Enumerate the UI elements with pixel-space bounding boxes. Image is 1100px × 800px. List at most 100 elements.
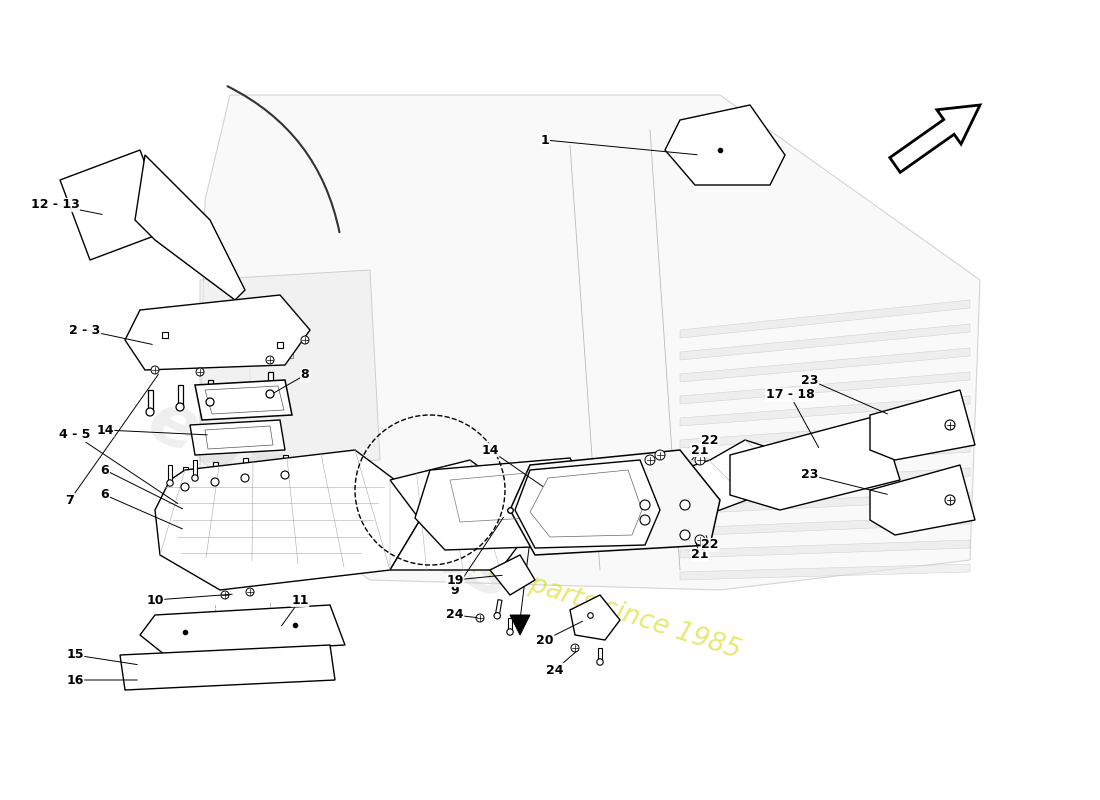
Circle shape bbox=[507, 629, 514, 635]
Text: 21: 21 bbox=[691, 549, 708, 562]
Text: 20: 20 bbox=[537, 634, 553, 646]
Text: 9: 9 bbox=[451, 583, 460, 597]
Polygon shape bbox=[208, 380, 212, 402]
Circle shape bbox=[654, 450, 666, 460]
Polygon shape bbox=[590, 440, 780, 545]
Circle shape bbox=[680, 530, 690, 540]
Polygon shape bbox=[510, 615, 530, 635]
Circle shape bbox=[680, 500, 690, 510]
Polygon shape bbox=[495, 600, 502, 616]
Circle shape bbox=[221, 591, 229, 599]
Polygon shape bbox=[120, 645, 336, 690]
Polygon shape bbox=[135, 155, 245, 300]
Circle shape bbox=[571, 644, 579, 652]
Text: 14: 14 bbox=[482, 443, 498, 457]
Polygon shape bbox=[390, 460, 530, 570]
Text: 16: 16 bbox=[66, 674, 84, 686]
Circle shape bbox=[597, 659, 603, 666]
Polygon shape bbox=[870, 390, 975, 460]
Polygon shape bbox=[680, 564, 970, 580]
Circle shape bbox=[640, 500, 650, 510]
Circle shape bbox=[206, 398, 214, 406]
Polygon shape bbox=[242, 458, 248, 478]
Polygon shape bbox=[212, 462, 218, 482]
Polygon shape bbox=[60, 150, 170, 260]
Polygon shape bbox=[570, 595, 620, 640]
Polygon shape bbox=[680, 420, 970, 448]
Circle shape bbox=[151, 366, 160, 374]
Circle shape bbox=[301, 336, 309, 344]
Polygon shape bbox=[183, 467, 187, 487]
Polygon shape bbox=[680, 348, 970, 382]
Circle shape bbox=[494, 613, 501, 619]
Polygon shape bbox=[680, 396, 970, 426]
Circle shape bbox=[945, 420, 955, 430]
Polygon shape bbox=[730, 415, 900, 510]
Polygon shape bbox=[140, 605, 345, 655]
Circle shape bbox=[945, 495, 955, 505]
Text: 10: 10 bbox=[146, 594, 164, 606]
Polygon shape bbox=[680, 540, 970, 558]
Polygon shape bbox=[177, 385, 183, 407]
Polygon shape bbox=[490, 555, 535, 595]
Circle shape bbox=[280, 471, 289, 479]
Polygon shape bbox=[680, 300, 970, 338]
Polygon shape bbox=[147, 390, 153, 412]
Polygon shape bbox=[267, 372, 273, 394]
Circle shape bbox=[695, 455, 705, 465]
Text: 8: 8 bbox=[300, 369, 309, 382]
Polygon shape bbox=[168, 465, 172, 483]
Circle shape bbox=[476, 614, 484, 622]
Circle shape bbox=[246, 588, 254, 596]
Text: 24: 24 bbox=[447, 609, 464, 622]
Text: 21: 21 bbox=[691, 443, 708, 457]
Text: 11: 11 bbox=[292, 594, 309, 606]
Circle shape bbox=[266, 390, 274, 398]
Polygon shape bbox=[680, 516, 970, 536]
Polygon shape bbox=[510, 450, 720, 555]
Text: 14: 14 bbox=[97, 423, 113, 437]
Polygon shape bbox=[415, 458, 600, 550]
Polygon shape bbox=[508, 618, 512, 632]
Polygon shape bbox=[283, 455, 287, 475]
Circle shape bbox=[176, 403, 184, 411]
Text: 23: 23 bbox=[801, 469, 818, 482]
Polygon shape bbox=[200, 270, 380, 470]
Polygon shape bbox=[195, 380, 292, 420]
Circle shape bbox=[196, 368, 204, 376]
Text: 1: 1 bbox=[540, 134, 549, 146]
Text: 7: 7 bbox=[66, 494, 75, 506]
Polygon shape bbox=[190, 420, 285, 455]
Polygon shape bbox=[155, 450, 420, 590]
Circle shape bbox=[211, 478, 219, 486]
Circle shape bbox=[645, 455, 654, 465]
Text: euroParts: euroParts bbox=[136, 385, 524, 615]
Polygon shape bbox=[680, 468, 970, 492]
Polygon shape bbox=[515, 460, 660, 548]
Polygon shape bbox=[598, 648, 602, 662]
Circle shape bbox=[695, 535, 705, 545]
Text: 24: 24 bbox=[547, 663, 563, 677]
Circle shape bbox=[146, 408, 154, 416]
Polygon shape bbox=[200, 95, 980, 590]
Text: 22: 22 bbox=[702, 538, 718, 551]
Polygon shape bbox=[680, 324, 970, 360]
Polygon shape bbox=[125, 295, 310, 370]
Polygon shape bbox=[666, 105, 785, 185]
Polygon shape bbox=[680, 444, 970, 470]
Circle shape bbox=[182, 483, 189, 491]
Text: 15: 15 bbox=[66, 649, 84, 662]
Polygon shape bbox=[680, 492, 970, 514]
Polygon shape bbox=[870, 465, 975, 535]
Circle shape bbox=[640, 515, 650, 525]
Text: 23: 23 bbox=[801, 374, 818, 386]
Text: 12 - 13: 12 - 13 bbox=[31, 198, 79, 211]
Text: 6: 6 bbox=[101, 463, 109, 477]
Text: 2 - 3: 2 - 3 bbox=[69, 323, 100, 337]
Circle shape bbox=[266, 356, 274, 364]
Text: a passion for parts since 1985: a passion for parts since 1985 bbox=[356, 516, 744, 664]
Polygon shape bbox=[192, 460, 197, 478]
Polygon shape bbox=[680, 372, 970, 404]
Text: 19: 19 bbox=[447, 574, 464, 586]
FancyArrow shape bbox=[890, 105, 980, 172]
